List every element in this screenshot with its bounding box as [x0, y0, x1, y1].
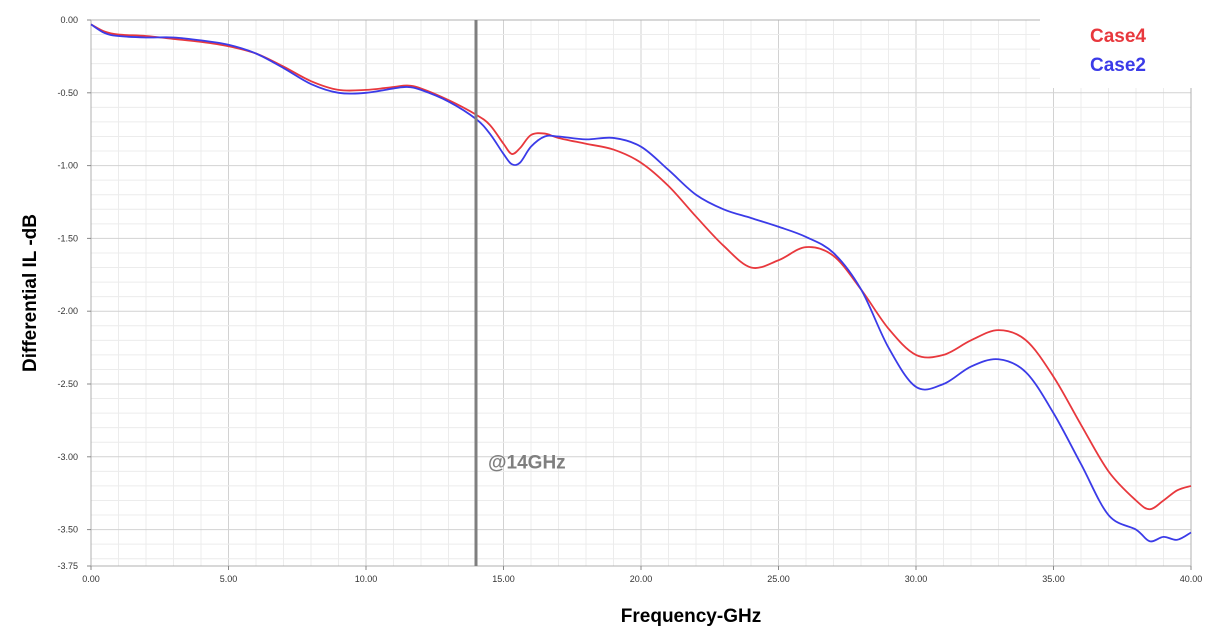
y-tick-label: -1.50: [57, 233, 78, 243]
legend-item-case4: Case4: [1090, 26, 1146, 47]
x-tick-label: 15.00: [492, 574, 515, 584]
legend-item-case2: Case2: [1090, 55, 1146, 76]
x-tick-label: 30.00: [905, 574, 928, 584]
series-line-case2: [90, 23, 1192, 543]
grid-layer: [90, 19, 1192, 566]
x-tick-label: 0.00: [82, 574, 100, 584]
x-tick-label: 5.00: [220, 574, 238, 584]
y-tick-label: -3.00: [57, 452, 78, 462]
y-tick-label: 0.00: [60, 15, 78, 25]
marker-label: @14GHz: [488, 452, 566, 473]
x-tick-label: 35.00: [1042, 574, 1065, 584]
y-tick-label: -2.50: [57, 379, 78, 389]
x-axis-title: Frequency-GHz: [621, 606, 761, 627]
legend-background: [1040, 10, 1215, 88]
y-axis-ticks: 0.00 -0.50 -1.00 -1.50 -2.00 -2.50 -3.00 -3.50 -…: [57, 15, 91, 571]
x-tick-label: 20.00: [630, 574, 653, 584]
y-tick-label: -3.50: [57, 525, 78, 535]
y-tick-label: -1.00: [57, 161, 78, 171]
y-axis-title: Differential IL -dB: [20, 214, 41, 372]
series-line-case4: [90, 23, 1192, 511]
series-layer: [90, 23, 1192, 543]
x-axis-ticks: 0.00 5.00 10.00 15.00 20.00 25.00 30.00 35.00 40…: [82, 566, 1202, 584]
y-tick-label: -2.00: [57, 306, 78, 316]
x-tick-label: 25.00: [767, 574, 790, 584]
legend: Case4 Case2: [1090, 26, 1146, 76]
x-tick-label: 40.00: [1180, 574, 1203, 584]
y-tick-label: -3.75: [57, 561, 78, 571]
x-tick-label: 10.00: [355, 574, 378, 584]
y-tick-label: -0.50: [57, 88, 78, 98]
